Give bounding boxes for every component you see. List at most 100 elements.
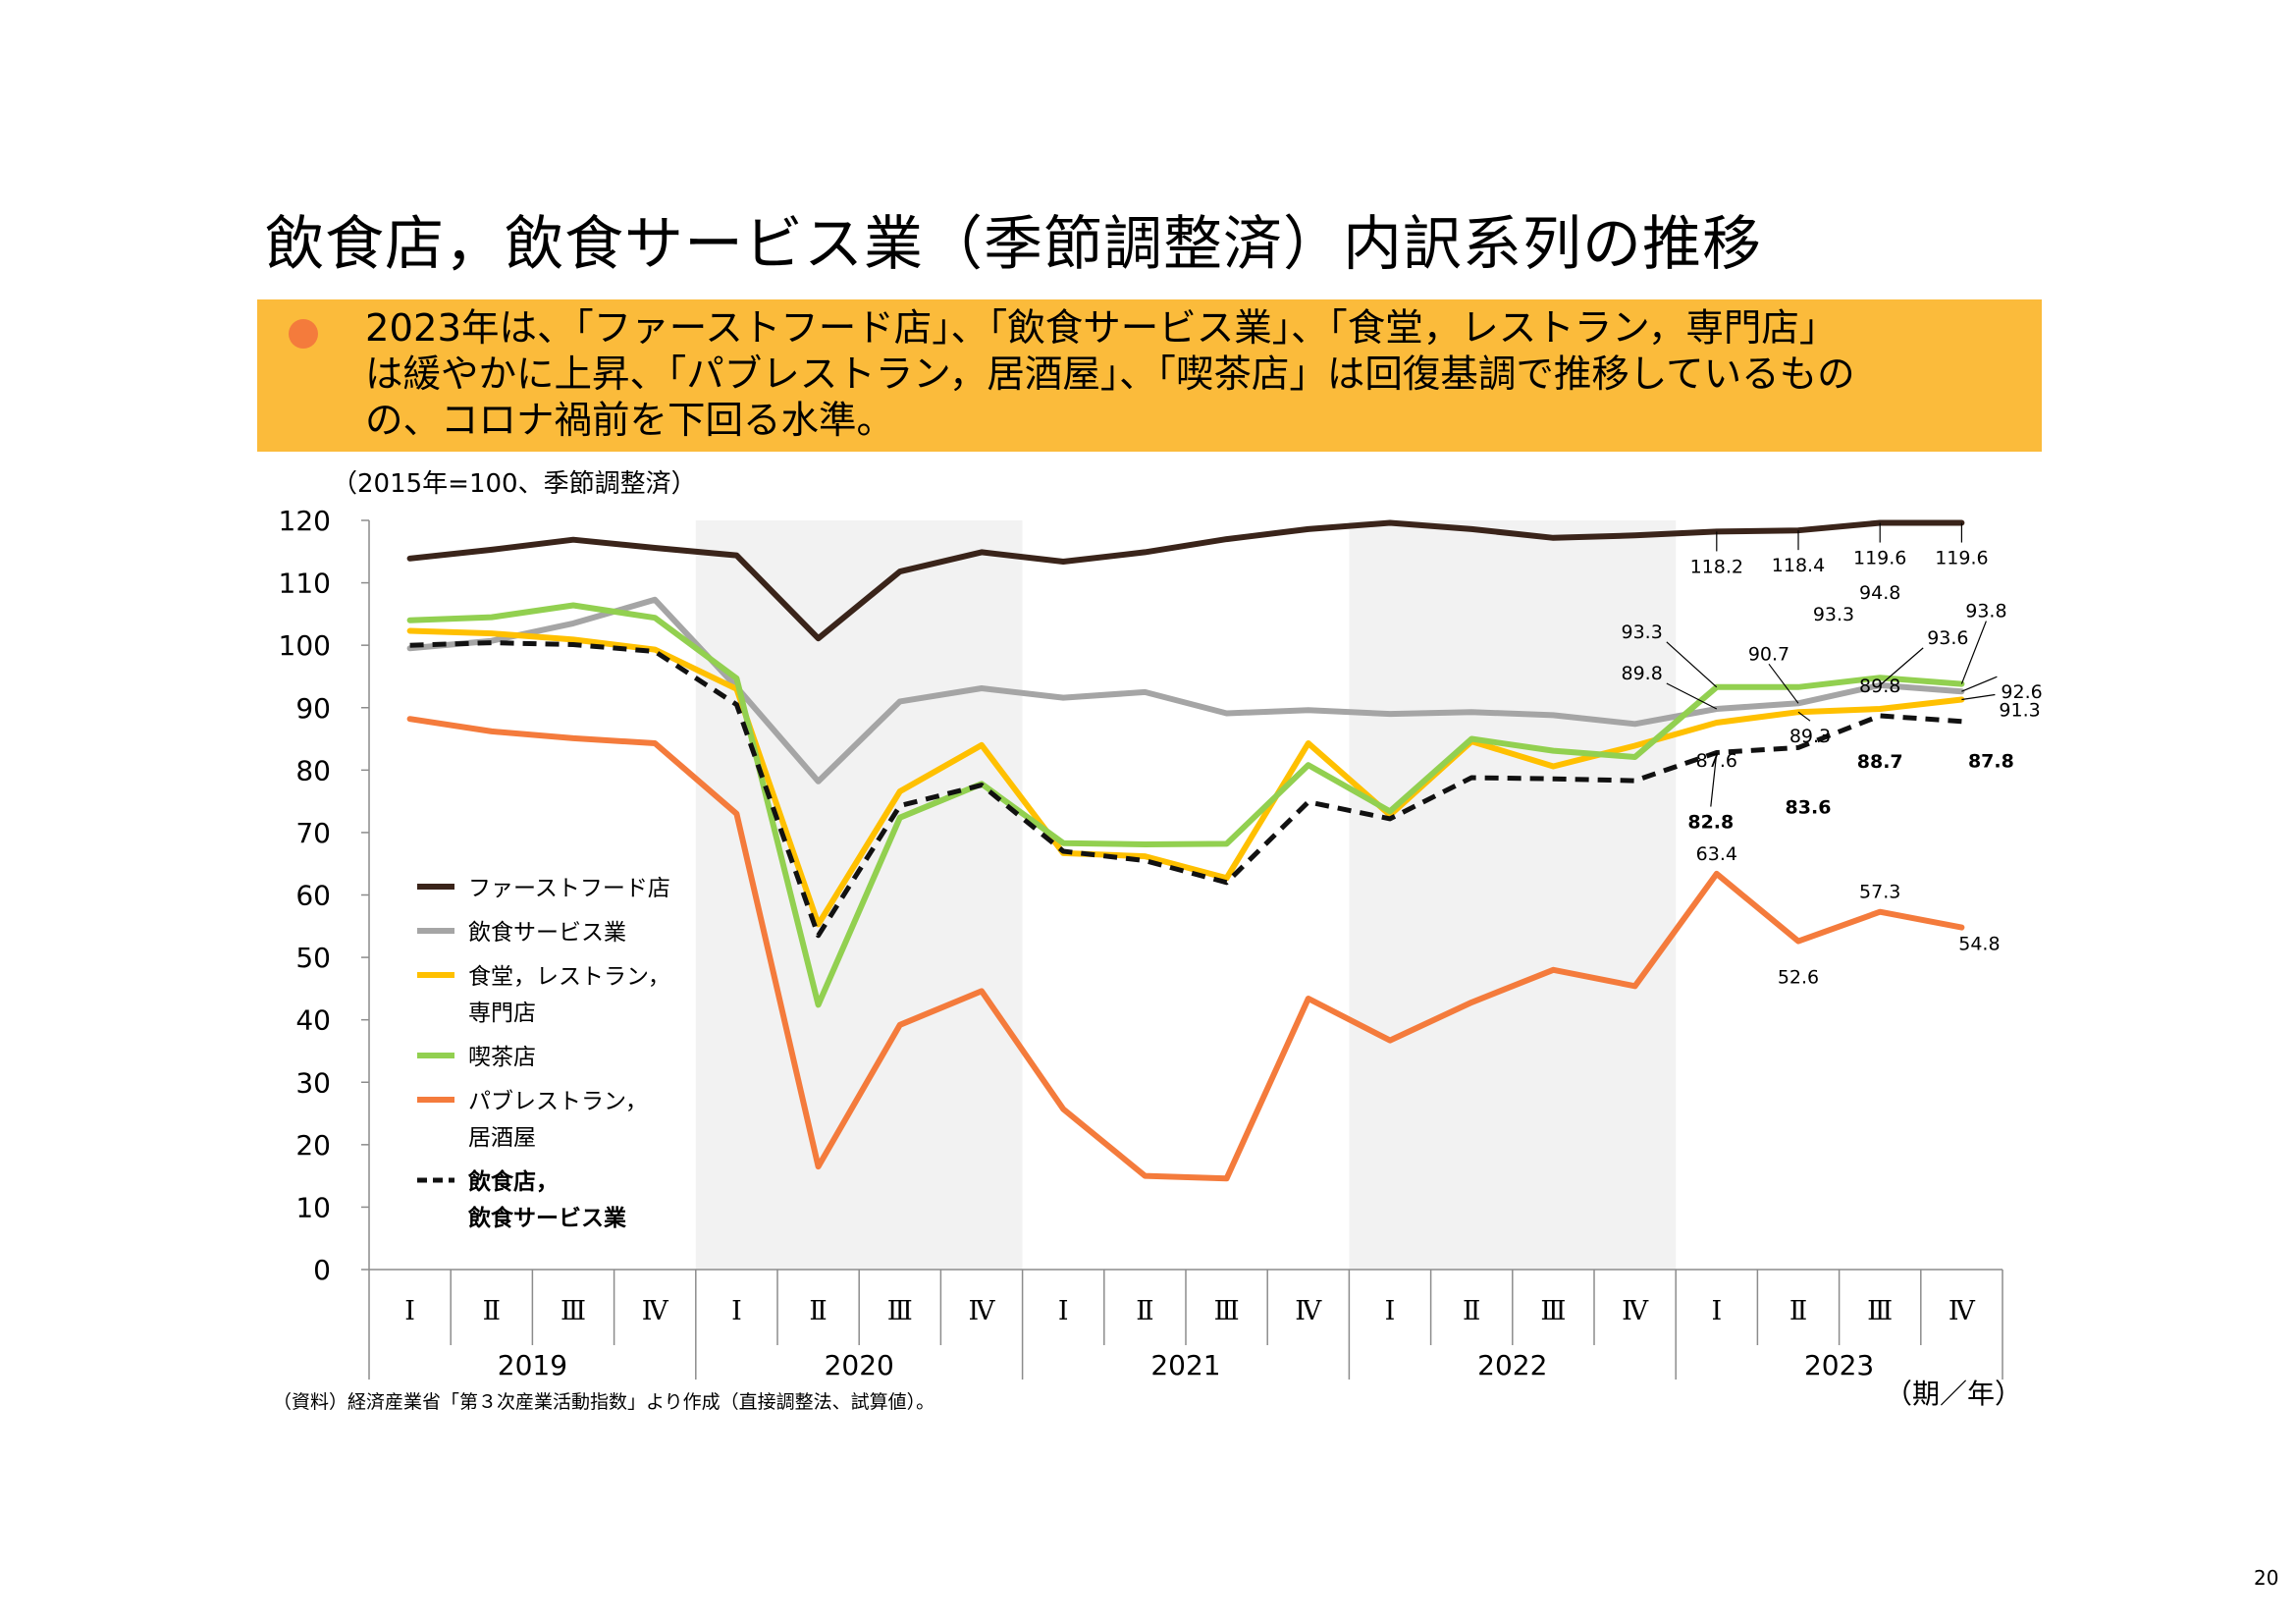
legend-label-restaurant: 食堂，レストラン， [468, 964, 670, 990]
legend-label-cafe: 喫茶店 [468, 1045, 536, 1070]
y-tick-label: 30 [295, 1066, 331, 1099]
series-line-cafe [406, 602, 1965, 1008]
data-label-pub-16: 63.4 [1696, 843, 1737, 865]
data-label-pub-19: 54.8 [1958, 934, 2000, 955]
leader-line-service-18 [1879, 647, 1924, 686]
source-note: （資料）経済産業省「第３次産業活動指数」より作成（直接調整法、試算値）。 [273, 1391, 935, 1413]
y-axis: 0 10 20 30 40 50 60 70 80 90 100 110 120 [279, 505, 370, 1286]
data-label-cafe-16: 93.3 [1621, 622, 1662, 643]
y-tick-label: 90 [295, 692, 331, 725]
x-quarter-label: Ⅰ [1385, 1296, 1396, 1326]
x-quarter-label: Ⅱ [809, 1296, 827, 1326]
data-label-total-19: 87.8 [1968, 751, 2014, 773]
x-quarter-label: Ⅲ [887, 1296, 913, 1326]
series-line-fastfood [406, 519, 1965, 642]
data-label-total-18: 88.7 [1857, 751, 1903, 773]
x-quarter-label: Ⅲ [561, 1296, 586, 1326]
y-tick-label: 120 [279, 505, 331, 537]
x-axis: Ⅰ Ⅱ Ⅲ Ⅳ Ⅰ Ⅱ Ⅲ Ⅳ Ⅰ Ⅱ Ⅲ Ⅳ Ⅰ Ⅱ Ⅲ Ⅳ Ⅰ Ⅱ Ⅲ Ⅳ 2019 2020 2021 2022 2023 [368, 1269, 2003, 1381]
y-tick-label: 50 [295, 942, 331, 974]
x-quarter-label: Ⅳ [1295, 1296, 1322, 1326]
page-number: 20 [2254, 1566, 2279, 1590]
x-axis-unit-label: （期／年） [1885, 1378, 2023, 1410]
x-quarter-label: Ⅳ [969, 1296, 996, 1326]
x-quarter-label: Ⅱ [1136, 1296, 1153, 1326]
series-line-service [406, 596, 1965, 785]
x-quarter-label: Ⅳ [1622, 1296, 1649, 1326]
x-quarter-label: Ⅳ [1949, 1296, 1976, 1326]
x-quarter-label: Ⅲ [1867, 1296, 1893, 1326]
data-label-pub-18: 57.3 [1859, 882, 1900, 903]
legend-label-pub-line2: 居酒屋 [468, 1125, 536, 1151]
leader-line-restaurant-17 [1797, 711, 1811, 722]
leader-line-cafe-16 [1666, 641, 1718, 688]
data-label-restaurant-18: 89.8 [1859, 676, 1900, 697]
data-label-service-16: 89.8 [1621, 663, 1662, 684]
leader-line-service-17 [1768, 663, 1799, 704]
series-lines [406, 519, 1965, 1182]
leader-line-total-16 [1710, 752, 1718, 807]
x-quarter-label: Ⅰ [1711, 1296, 1722, 1326]
data-label-fastfood-19: 119.6 [1935, 548, 1988, 569]
shaded-band-2020 [695, 520, 1023, 1270]
x-year-label: 2023 [1804, 1349, 1874, 1381]
data-label-fastfood-16: 118.2 [1690, 556, 1743, 577]
legend-label-service: 飲食サービス業 [468, 920, 626, 946]
data-label-cafe-19: 93.8 [1965, 601, 2006, 623]
leader-line-cafe-19 [1960, 621, 1987, 684]
x-quarter-label: Ⅰ [404, 1296, 415, 1326]
summary-box: 2023年は、「ファーストフード店」、「飲食サービス業」、「食堂，レストラン，専… [257, 299, 2042, 452]
data-label-restaurant-17: 89.3 [1789, 726, 1831, 747]
legend-label-total-line2: 飲食サービス業 [467, 1205, 627, 1231]
x-quarter-label: Ⅱ [1463, 1296, 1480, 1326]
x-year-label: 2020 [825, 1349, 894, 1381]
leader-line-restaurant-19 [1961, 693, 1996, 701]
slide-title: 飲食店，飲食サービス業（季節調整済）内訳系列の推移 [265, 210, 1762, 279]
series-line-restaurant [406, 627, 1965, 928]
data-label-pub-17: 52.6 [1778, 967, 1819, 989]
legend-label-pub: パブレストラン， [468, 1089, 648, 1114]
data-labels: 118.2 118.4 119.6 119.6 93.3 89.8 87.6 90.7 93.3… [1621, 548, 2042, 989]
x-quarter-label: Ⅰ [731, 1296, 742, 1326]
y-tick-label: 100 [279, 629, 331, 662]
series-line-pub [406, 716, 1965, 1182]
x-quarter-label: Ⅲ [1540, 1296, 1566, 1326]
label-leader-lines [1666, 522, 1998, 807]
shaded-band-2022 [1349, 520, 1677, 1270]
data-label-cafe-17: 93.3 [1813, 604, 1854, 625]
x-year-label: 2021 [1150, 1349, 1220, 1381]
data-label-fastfood-17: 118.4 [1772, 555, 1825, 576]
legend-label-restaurant-line2: 専門店 [468, 1001, 536, 1026]
x-quarter-label: Ⅱ [483, 1296, 501, 1326]
x-quarter-label: Ⅱ [1789, 1296, 1807, 1326]
data-label-restaurant-19: 91.3 [1999, 699, 2040, 721]
y-tick-label: 10 [295, 1191, 331, 1223]
y-tick-label: 110 [279, 568, 331, 600]
legend-label-total: 飲食店， [467, 1168, 559, 1195]
x-year-label: 2019 [498, 1349, 567, 1381]
data-label-restaurant-16: 87.6 [1696, 750, 1737, 772]
data-label-service-19: 92.6 [2001, 681, 2042, 703]
x-quarter-label: Ⅰ [1058, 1296, 1069, 1326]
y-tick-label: 40 [295, 1004, 331, 1037]
y-axis-unit-label: （2015年=100、季節調整済） [332, 469, 697, 499]
legend-label-fastfood: ファーストフード店 [468, 876, 670, 901]
y-tick-label: 70 [295, 817, 331, 849]
data-label-total-17: 83.6 [1786, 796, 1832, 818]
y-tick-label: 0 [313, 1254, 331, 1286]
data-label-service-18: 93.6 [1927, 627, 1968, 649]
x-quarter-label: Ⅳ [642, 1296, 669, 1326]
data-label-cafe-18: 94.8 [1859, 582, 1900, 604]
y-tick-label: 80 [295, 754, 331, 786]
y-tick-label: 20 [295, 1129, 331, 1162]
leader-line-service-19 [1961, 676, 1998, 692]
shaded-year-bands [695, 520, 1677, 1270]
y-tick-label: 60 [295, 880, 331, 912]
x-year-label: 2022 [1477, 1349, 1547, 1381]
data-label-service-17: 90.7 [1748, 643, 1789, 665]
bullet-dot-icon [289, 319, 318, 349]
series-line-total [409, 640, 1962, 939]
data-label-fastfood-18: 119.6 [1853, 548, 1906, 569]
legend: ファーストフード店飲食サービス業食堂，レストラン，専門店喫茶店パブレストラン，居… [417, 876, 670, 1231]
